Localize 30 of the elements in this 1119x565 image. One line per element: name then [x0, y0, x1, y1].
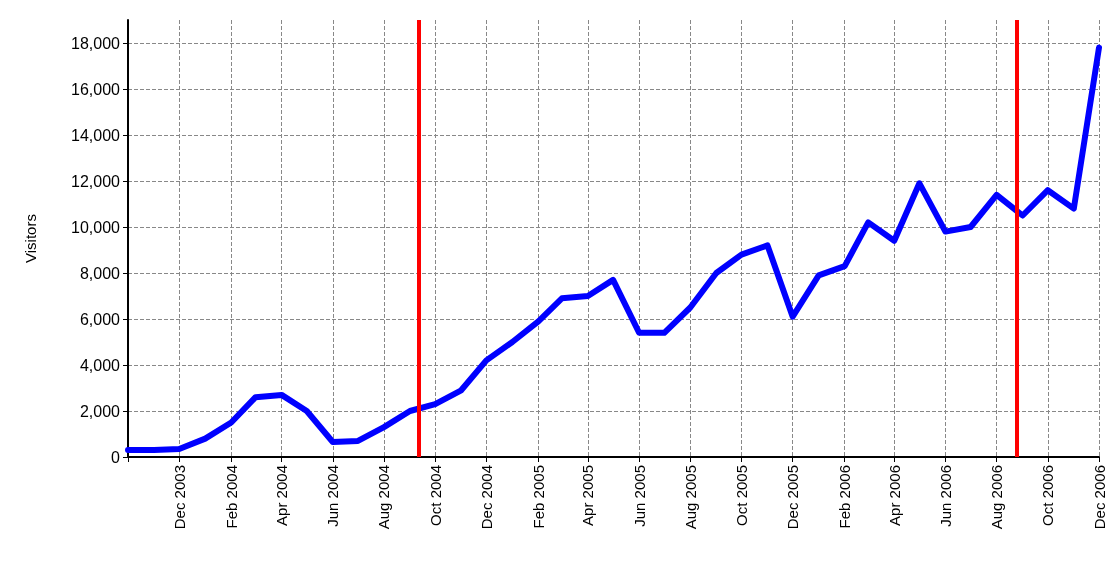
x-tick-label: Jun 2006 — [936, 465, 954, 527]
y-axis-title: Visitors — [22, 214, 39, 263]
y-tick-label: 6,000 — [79, 310, 121, 328]
y-tick-label: 4,000 — [79, 356, 121, 374]
y-tick-label: 2,000 — [79, 402, 121, 420]
x-tick-label: Aug 2004 — [375, 465, 393, 530]
x-tick-label: Dec 2005 — [784, 465, 802, 530]
x-tick-label: Dec 2003 — [170, 465, 188, 530]
x-tick-label: Jun 2005 — [630, 465, 648, 527]
x-tick-label: Feb 2004 — [222, 465, 240, 529]
x-tick-label: Apr 2004 — [273, 465, 291, 526]
y-tick-label: 14,000 — [71, 126, 121, 144]
y-tick-label: 8,000 — [79, 264, 121, 282]
x-tick-label: Dec 2006 — [1090, 465, 1108, 530]
x-tick-label: Aug 2006 — [988, 465, 1006, 530]
x-tick-label: Dec 2004 — [477, 465, 495, 530]
y-tick-label: 12,000 — [71, 172, 121, 190]
y-tick-label: 10,000 — [71, 218, 121, 236]
x-tick-label: Oct 2006 — [1039, 465, 1057, 526]
x-tick-label: Aug 2005 — [681, 465, 699, 530]
x-tick-label: Feb 2005 — [529, 465, 547, 529]
x-tick-label: Oct 2005 — [732, 465, 750, 526]
y-tick-label: 0 — [111, 448, 121, 466]
x-tick-label: Apr 2005 — [579, 465, 597, 526]
x-tick-label: Jun 2004 — [324, 465, 342, 527]
x-tick-label: Apr 2006 — [885, 465, 903, 526]
x-tick-label: Oct 2004 — [426, 465, 444, 526]
x-tick-label: Feb 2006 — [836, 465, 854, 529]
y-tick-label: 16,000 — [71, 80, 121, 98]
y-tick-label: 18,000 — [71, 34, 121, 52]
